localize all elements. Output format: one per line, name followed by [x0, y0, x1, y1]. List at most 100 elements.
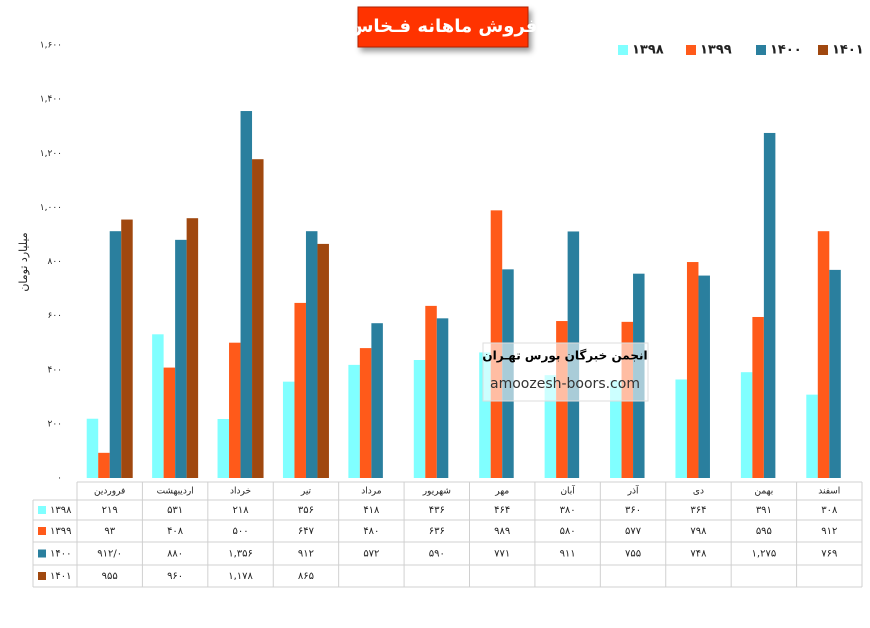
y-tick-label: ۱,۴۰۰	[40, 95, 62, 105]
y-tick-label: ۱,۲۰۰	[40, 149, 62, 159]
bar	[371, 323, 383, 478]
table-value: ۹۱۲	[298, 549, 314, 560]
bar	[544, 375, 557, 478]
table-series-label: ۱۳۹۸	[50, 505, 72, 516]
table-value: ۴۱۸	[363, 505, 380, 516]
table-value: ۳۸۰	[560, 505, 576, 516]
bar	[98, 452, 110, 478]
table-value: ۵۹۵	[756, 526, 772, 537]
table-value: ۳۰۸	[821, 505, 838, 516]
bar	[425, 305, 437, 478]
x-tick-label: تیر	[300, 487, 312, 497]
y-axis-label: میلیارد تومان	[17, 232, 30, 291]
table-value: ۷۶۹	[821, 549, 837, 560]
bar	[305, 231, 318, 478]
bar	[698, 275, 710, 478]
table-swatch	[38, 549, 46, 558]
y-tick-label: ۱,۶۰۰	[40, 41, 62, 51]
table-value: ۷۹۸	[690, 526, 707, 537]
bar	[686, 262, 699, 478]
table-value: ۲۱۹	[102, 505, 118, 516]
bar	[229, 342, 241, 478]
x-tick-label: فروردین	[94, 487, 125, 497]
bar	[348, 364, 360, 478]
y-tick-label: ۲۰۰	[47, 419, 62, 429]
table-series-label: ۱۴۰۱	[50, 571, 71, 582]
y-tick-label: ۴۰۰	[47, 365, 62, 375]
legend-label: ۱۳۹۹	[700, 43, 732, 58]
bar	[152, 334, 164, 478]
table-value: ۶۴۷	[298, 526, 315, 537]
table-value: ۲۱۸	[232, 505, 249, 516]
bar	[294, 302, 306, 478]
table-value: ۵۹۰	[429, 549, 445, 560]
x-tick-label: مهر	[494, 487, 509, 497]
table-value: ۴۰۸	[167, 526, 184, 537]
table-swatch	[38, 506, 46, 514]
bar	[175, 239, 187, 478]
table-value: ۷۵۵	[625, 549, 641, 560]
x-tick-label: اسفند	[818, 487, 840, 497]
bar	[186, 218, 199, 478]
x-tick-label: شهریور	[422, 487, 451, 497]
y-tick-label: ۸۰۰	[47, 257, 62, 267]
bar	[479, 352, 491, 478]
y-tick-label: ۶۰۰	[47, 311, 62, 321]
bar	[752, 316, 764, 478]
table-value: ۳۵۶	[298, 505, 314, 516]
watermark-url: amoozesh-boors.com	[490, 376, 640, 392]
table-value: ۳۶۰	[625, 505, 641, 516]
table-value: ۹۱۱	[560, 549, 576, 560]
table-value: ۹۸۹	[494, 526, 510, 537]
table-value: ۴۸۰	[363, 526, 379, 537]
bar	[817, 231, 830, 478]
table-swatch	[38, 572, 46, 580]
table-value: ۵۸۰	[560, 526, 576, 537]
y-tick-label: ۱,۰۰۰	[40, 203, 62, 213]
bar	[240, 111, 253, 478]
bar	[740, 372, 753, 478]
bar	[282, 381, 295, 478]
table-value: ۸۶۵	[298, 571, 314, 582]
table-value: ۷۴۸	[690, 549, 707, 560]
table-value: ۹۳	[104, 526, 115, 537]
table-value: ۱,۱۷۸	[228, 571, 253, 582]
legend-label: ۱۴۰۰	[770, 43, 802, 58]
table-value: ۵۰۰	[232, 526, 248, 537]
table-value: ۵۷۷	[625, 526, 642, 537]
table-value: ۱,۲۷۵	[752, 549, 777, 560]
chart-title: فروش ماهانه فـخاس	[349, 16, 538, 37]
bar	[86, 418, 99, 478]
table-value: ۵۳۱	[167, 505, 183, 516]
x-tick-label: خرداد	[230, 487, 251, 497]
table-value: ۹۱۲	[821, 526, 837, 537]
table-value: ۳۹۱	[756, 505, 772, 516]
title-box	[357, 6, 529, 48]
table-value: ۵۷۲	[363, 549, 379, 560]
table-value: ۹۵۵	[102, 571, 118, 582]
table-value: ۹۶۰	[167, 571, 183, 582]
table-swatch	[38, 527, 46, 535]
y-tick-label: ۰	[57, 474, 62, 484]
bar	[121, 219, 133, 478]
bar	[317, 243, 329, 478]
table-value: ۴۶۴	[494, 505, 510, 516]
table-value: ۸۸۰	[167, 549, 183, 560]
x-tick-label: بهمن	[755, 487, 774, 497]
table-value: ۷۷۱	[494, 549, 510, 560]
table-value: ۳۶۴	[690, 505, 706, 516]
x-tick-label: آذر	[627, 485, 639, 497]
bar	[413, 360, 426, 478]
table-value: ۶۳۶	[429, 526, 445, 537]
watermark-title: انجمن خبرگان بورس تهـران	[482, 349, 647, 364]
legend-label: ۱۴۰۱	[832, 43, 864, 58]
bar	[436, 318, 449, 478]
bar	[217, 419, 230, 478]
table-series-label: ۱۳۹۹	[50, 526, 71, 537]
watermark-box	[482, 342, 649, 402]
bar	[252, 159, 264, 479]
x-tick-label: دی	[693, 487, 704, 497]
bar	[610, 380, 622, 478]
bar	[829, 269, 841, 478]
